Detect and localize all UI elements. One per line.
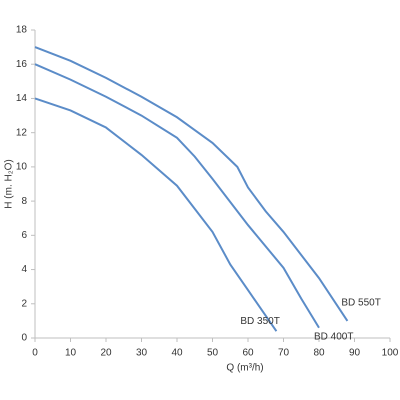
y-tick-label: 6	[21, 230, 27, 241]
x-tick-label: 20	[100, 348, 112, 359]
x-tick-label: 70	[278, 348, 290, 359]
x-tick-label: 10	[65, 348, 77, 359]
line-label: BD 400T	[314, 331, 353, 342]
y-tick-label: 0	[21, 333, 27, 344]
x-tick-label: 50	[207, 348, 219, 359]
y-tick-label: 12	[16, 127, 28, 138]
x-tick-label: 90	[349, 348, 361, 359]
y-tick-label: 2	[21, 298, 27, 309]
line-label: BD 350T	[240, 316, 279, 327]
x-tick-label: 60	[242, 348, 254, 359]
x-tick-label: 100	[382, 348, 399, 359]
x-tick-label: 40	[171, 348, 183, 359]
y-tick-label: 4	[21, 264, 27, 275]
x-axis-label: Q (m³/h)	[226, 363, 263, 374]
line	[34, 63, 320, 329]
y-tick-label: 8	[21, 196, 27, 207]
x-tick-label: 80	[313, 348, 325, 359]
y-tick-label: 16	[16, 59, 28, 70]
line	[34, 46, 349, 322]
line-label: BD 550T	[341, 298, 380, 309]
line	[34, 97, 278, 332]
y-tick-label: 10	[16, 162, 28, 173]
x-tick-label: 30	[136, 348, 148, 359]
y-tick-label: 18	[16, 25, 28, 36]
y-tick-label: 14	[16, 93, 28, 104]
x-tick-label: 0	[32, 348, 38, 359]
y-axis-label: H (m. H₂O)	[4, 159, 15, 208]
